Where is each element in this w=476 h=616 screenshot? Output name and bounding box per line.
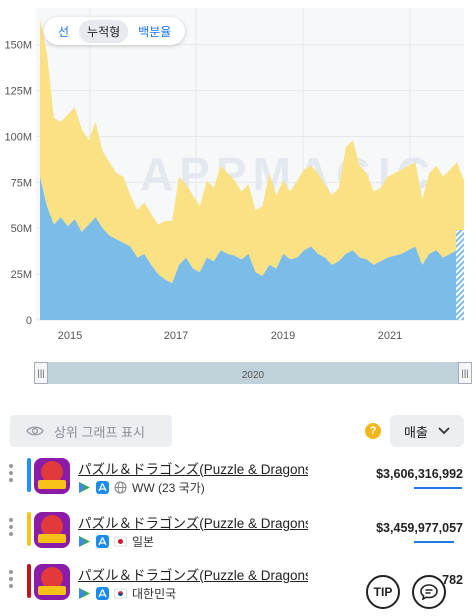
metric-dropdown[interactable]: 매출 [390,415,464,447]
series-2-area [40,19,464,284]
app-store-icon [96,535,109,548]
app-store-icon [96,587,109,600]
partial-period-hatch [456,230,464,320]
revenue-bar [414,487,462,489]
app-meta: WW (23 국가) [78,479,205,496]
drag-handle-icon[interactable] [9,518,14,536]
date-range-slider[interactable]: ||| 2020 ||| [34,362,472,384]
chat-button[interactable] [412,575,446,609]
chat-icon [420,584,438,600]
y-tick-label: 50M [11,223,32,235]
drag-handle-icon[interactable] [9,570,14,588]
revenue-value: $3,459,977,057 [376,521,463,535]
mode-stacked-button[interactable]: 누적형 [79,19,129,43]
mode-line-button[interactable]: 선 [58,24,70,39]
revenue-value: 782 [442,573,463,587]
revenue-value: $3,606,316,992 [376,467,463,481]
show-top-graph-label: 상위 그래프 표시 [54,424,145,440]
korea-flag-icon [114,588,127,599]
region-label: WW (23 국가) [132,481,205,495]
y-tick-label: 100M [4,131,32,143]
eye-icon [26,426,44,436]
x-tick-label: 2017 [164,330,188,340]
x-tick-label: 2015 [58,330,82,340]
list-item[interactable]: パズル＆ドラゴンズ(Puzzle & Dragons) WW (23 국가) $… [0,454,476,504]
region-label: 대한민국 [132,587,177,601]
list-item[interactable]: パズル＆ドラゴンズ(Puzzle & Dragons) 대한민국 782 [0,560,476,610]
series-1-area [40,176,464,320]
series-color-bar [27,458,31,492]
app-name-link[interactable]: パズル＆ドラゴンズ(Puzzle & Dragons) [78,568,308,583]
help-icon[interactable]: ? [365,423,381,439]
globe-icon [114,481,127,494]
series-color-bar [27,564,31,598]
chevron-down-icon [438,427,450,435]
y-tick-label: 25M [11,269,32,281]
drag-handle-icon[interactable] [9,464,14,482]
mode-percent-button[interactable]: 백분율 [138,24,172,39]
y-tick-label: 75M [11,177,32,189]
metric-label: 매출 [404,424,428,440]
app-name-link[interactable]: パズル＆ドラゴンズ(Puzzle & Dragons) [78,462,308,477]
x-tick-label: 2021 [378,330,402,340]
range-right-handle[interactable]: ||| [458,362,472,384]
y-tick-label: 150M [4,40,32,52]
x-tick-label: 2019 [271,330,295,340]
app-icon [34,458,70,494]
revenue-bar [414,541,454,543]
google-play-icon [79,482,90,493]
region-label: 일본 [132,535,155,549]
tip-button[interactable]: TIP [366,575,400,609]
series-color-bar [27,512,31,546]
chart-mode-toggle: 선 누적형 백분율 [44,17,186,45]
list-item[interactable]: パズル＆ドラゴンズ(Puzzle & Dragons) 일본 $3,459,97… [0,508,476,558]
show-top-graph-button[interactable]: 상위 그래프 표시 [10,415,172,447]
app-meta: 일본 [78,533,154,550]
google-play-icon [79,536,90,547]
app-store-icon [96,481,109,494]
app-name-link[interactable]: パズル＆ドラゴンズ(Puzzle & Dragons) [78,516,308,531]
app-icon [34,512,70,548]
y-tick-label: 0 [26,315,32,327]
japan-flag-icon [114,536,127,547]
google-play-icon [79,588,90,599]
y-tick-label: 125M [4,86,32,98]
range-year-label: 2020 [241,370,265,381]
app-icon [34,564,70,600]
app-meta: 대한민국 [78,585,176,602]
range-left-handle[interactable]: ||| [34,362,48,384]
